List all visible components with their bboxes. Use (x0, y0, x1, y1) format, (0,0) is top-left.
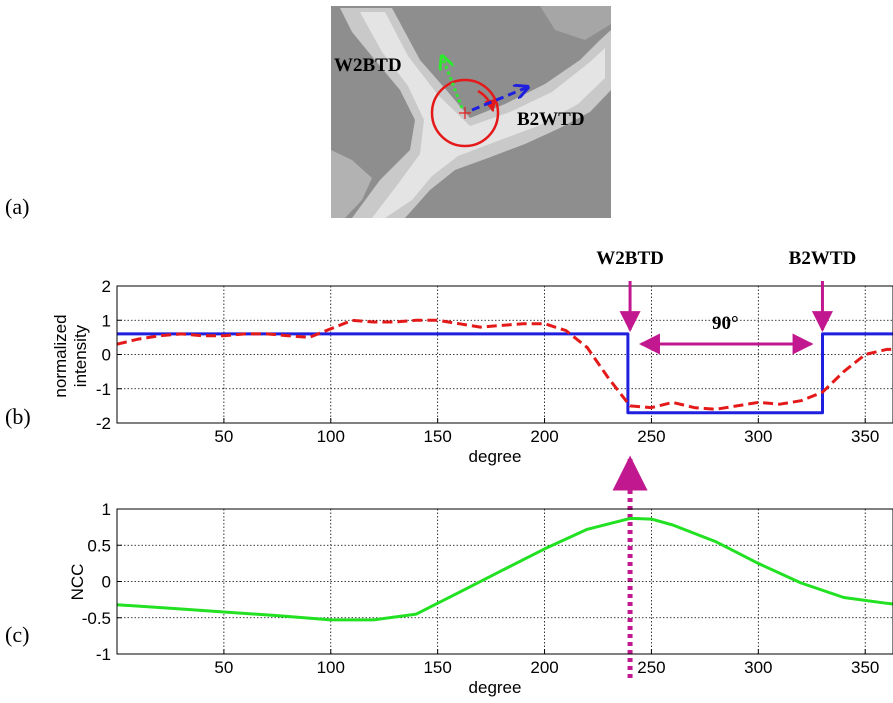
intensity-chart-ticks: 50 100 150 200 250 300 350 -2 -1 0 1 2 (96, 277, 880, 446)
image-panel-a: W2BTD B2WTD (331, 6, 611, 218)
annotation-b2wtd: B2WTD (789, 248, 857, 269)
ncc-x-axis-label: degree (469, 678, 522, 697)
annotation-angle: 90° (712, 313, 739, 334)
bright-core (360, 12, 605, 218)
x-tick-label: 250 (637, 427, 665, 446)
x-tick-label: 100 (317, 658, 345, 677)
intensity-chart-grid (117, 286, 893, 423)
y-tick-label: 1 (102, 311, 111, 330)
x-tick-label: 200 (530, 427, 558, 446)
x-tick-label: 100 (317, 427, 345, 446)
x-tick-label: 50 (214, 427, 233, 446)
ncc-chart-grid (117, 509, 893, 654)
y-tick-label: -0.5 (82, 609, 111, 628)
x-tick-label: 300 (744, 427, 772, 446)
panel-label-b: (b) (5, 404, 31, 429)
intensity-chart: 50 100 150 200 250 300 350 -2 -1 0 1 2 degree norma… (51, 248, 893, 466)
ncc-chart-series (116, 516, 893, 622)
series-line-blue (117, 332, 893, 415)
ncc-chart-ticks: 50 100 150 200 250 300 350 -1 -0.5 0 0.5 1 (82, 500, 880, 677)
image-label-b2wtd: B2WTD (517, 109, 585, 130)
y-tick-label: 0 (102, 346, 111, 365)
intensity-chart-annotations: W2BTD B2WTD 90° (596, 248, 857, 355)
x-tick-label: 300 (744, 658, 772, 677)
y-tick-label: -2 (96, 414, 111, 433)
intensity-x-axis-label: degree (469, 447, 522, 466)
ncc-y-axis-label: NCC (68, 564, 87, 601)
intensity-y-axis-label-line2: intensity (71, 324, 90, 387)
lower-structure (331, 150, 372, 218)
panel-label-c: (c) (5, 622, 29, 647)
y-tick-label: -1 (96, 380, 111, 399)
upper-right-structure (540, 6, 611, 40)
image-label-w2btd: W2BTD (334, 55, 402, 76)
series-line-green (116, 516, 893, 622)
intensity-chart-series (116, 318, 893, 415)
x-tick-label: 150 (423, 427, 451, 446)
y-tick-label: 0 (102, 573, 111, 592)
panel-label-a: (a) (5, 194, 29, 219)
x-tick-label: 350 (851, 658, 879, 677)
y-tick-label: 0.5 (87, 536, 111, 555)
y-tick-label: 2 (102, 277, 111, 296)
x-tick-label: 150 (423, 658, 451, 677)
x-tick-label: 50 (214, 658, 233, 677)
x-tick-label: 200 (530, 658, 558, 677)
x-tick-label: 250 (637, 658, 665, 677)
y-tick-label: -1 (96, 645, 111, 664)
x-tick-label: 350 (851, 427, 879, 446)
ncc-chart: 50 100 150 200 250 300 350 -1 -0.5 0 0.5 1 degree N… (68, 500, 893, 697)
intensity-y-axis-label-line1: normalized (51, 314, 70, 397)
annotation-w2btd: W2BTD (596, 248, 664, 269)
b2wtd-direction-arrow (471, 87, 528, 112)
y-tick-label: 1 (102, 500, 111, 519)
sampling-circle (430, 78, 500, 148)
rotation-arrow (477, 89, 497, 113)
